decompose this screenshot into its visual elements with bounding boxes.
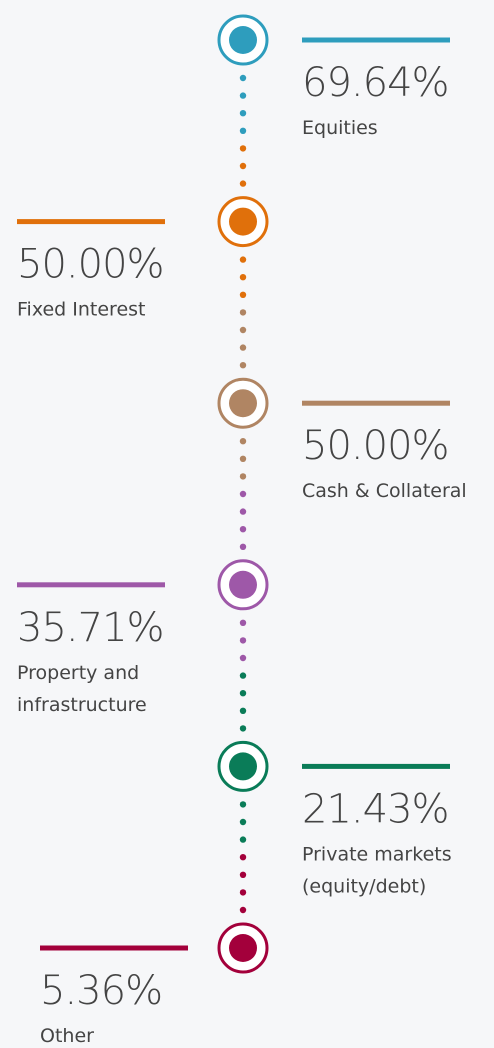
connector-dot [239,455,247,462]
connector-dot [239,473,247,480]
label: Other [40,1025,94,1047]
connector-dot [239,818,247,826]
connector-dot [239,707,247,714]
connector-dot [239,801,247,808]
connector-dot [239,490,247,498]
value: 50.00% [302,423,449,469]
accent-bar [302,763,450,769]
value: 69.64% [302,60,449,106]
connector-dot [239,619,247,626]
accent-bar [302,400,450,406]
connector-dot [239,508,247,515]
connector-dot [239,180,247,187]
connector-dot [239,110,247,117]
value: 5.36% [40,968,162,1014]
connector-dot [239,74,247,82]
value: 21.43% [302,786,449,832]
value: 35.71% [17,605,164,651]
node-dot [229,752,257,781]
connector-dot [239,871,247,878]
label: Private markets [302,843,452,865]
connector-dot [239,725,247,732]
connector-dot [239,854,247,861]
connector-dot [239,326,247,334]
accent-bar [40,945,188,951]
node-dot [229,26,257,54]
node-dot [229,934,257,962]
connector-dot [239,274,247,281]
label: Cash & Collateral [302,480,467,502]
value: 50.00% [17,242,164,288]
node-dot [229,570,257,599]
connector-dot [239,344,247,351]
connector-dot [239,438,247,445]
connector-dot [239,526,247,533]
label: (equity/debt) [302,875,426,897]
label: infrastructure [17,694,147,716]
connector-dot [239,672,247,679]
connector-dot [239,543,247,550]
accent-bar [17,219,165,225]
label: Property and [17,662,139,684]
connector-dot [239,654,247,662]
accent-bar [302,37,450,43]
connector-dot [239,162,247,170]
node-dot [229,389,257,418]
connector-dot [239,256,247,263]
node-dot [229,207,257,236]
connector-dot [239,291,247,298]
connector-dot [239,127,247,134]
connector-dot [239,906,247,914]
accent-bar [17,582,165,588]
connector-dot [239,309,247,316]
connector-dot [239,690,247,697]
connector-dot [239,362,247,369]
connector-dot [239,92,247,99]
connector-dot [239,889,247,896]
label: Fixed Interest [17,299,146,321]
connector-dot [239,637,247,644]
label: Equities [302,117,378,139]
connector-dot [239,836,247,843]
connector-dot [239,145,247,152]
